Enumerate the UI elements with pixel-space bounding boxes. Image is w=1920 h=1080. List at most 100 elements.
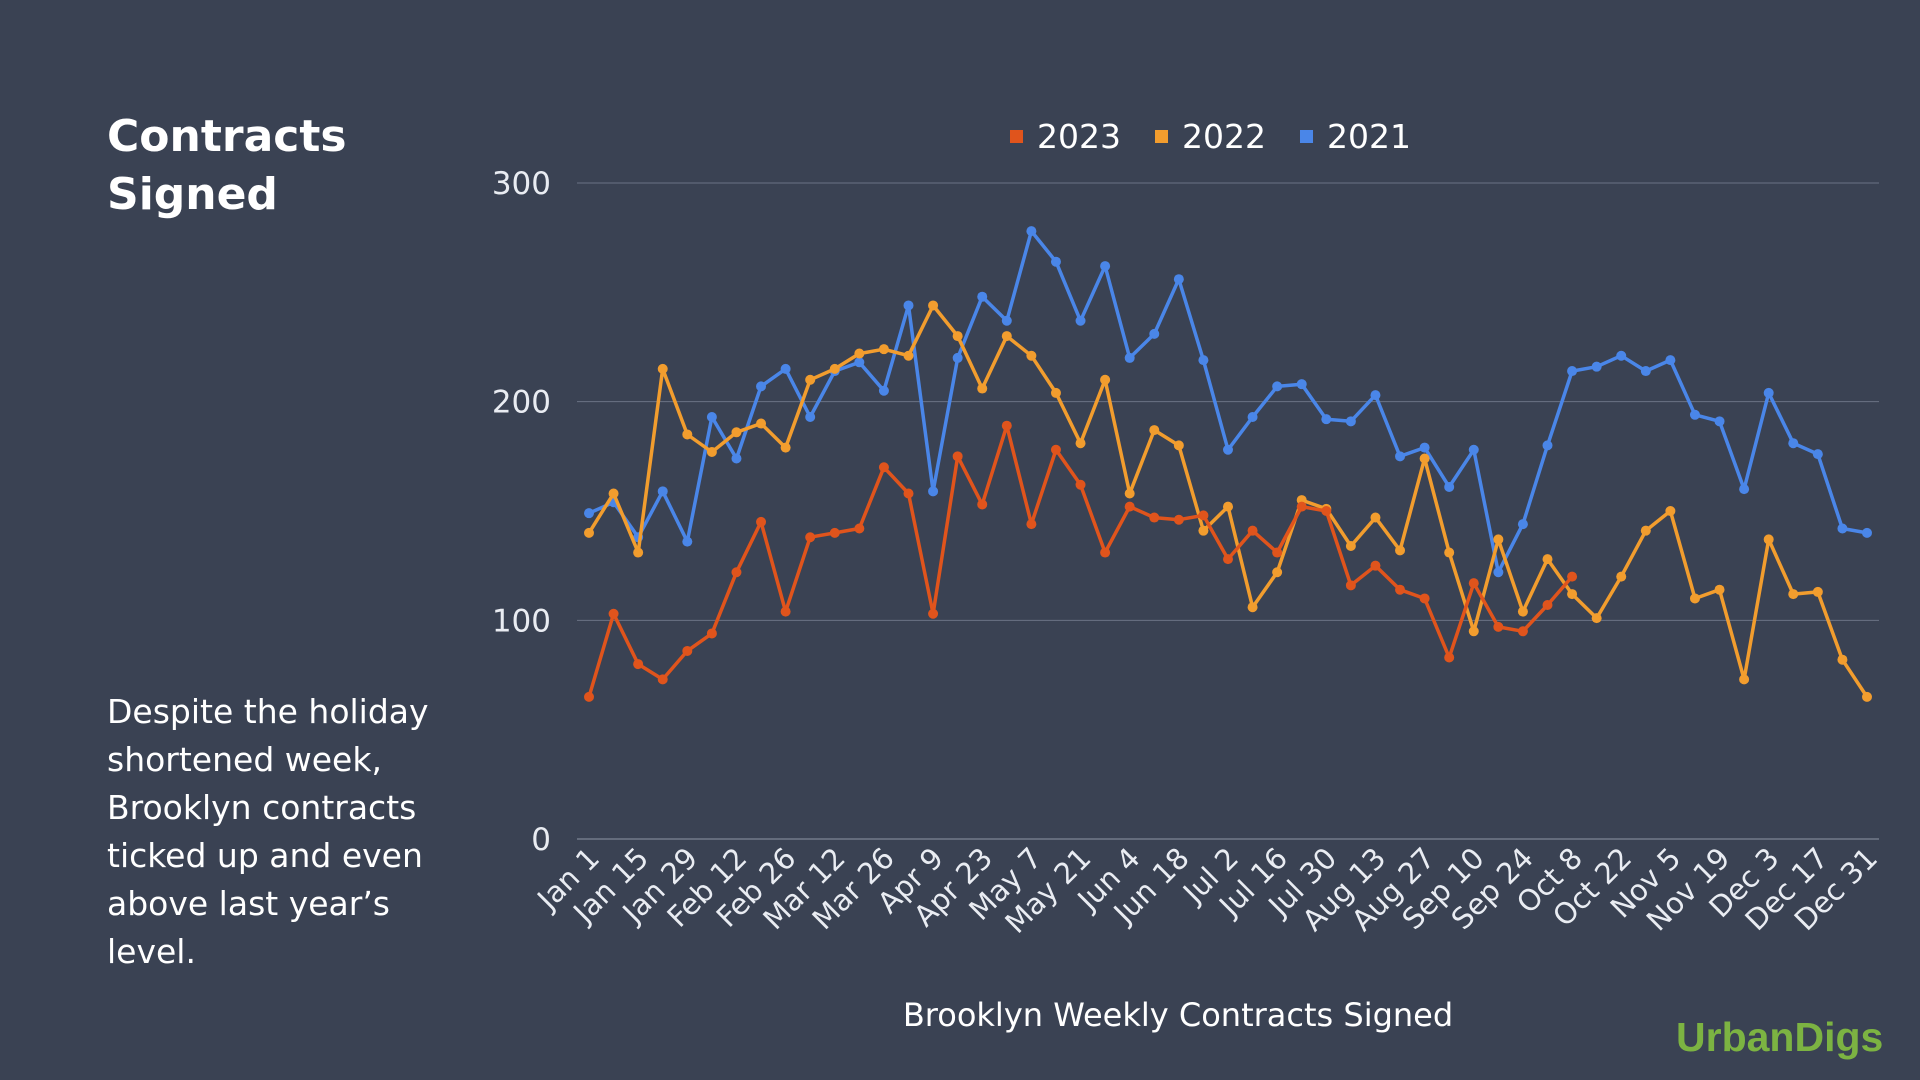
brand-logo: UrbanDigs — [1676, 1014, 1884, 1060]
data-point — [878, 462, 889, 473]
data-point — [706, 628, 717, 639]
data-point — [608, 608, 619, 619]
data-point — [1689, 409, 1700, 420]
data-point — [1395, 584, 1406, 595]
data-point — [731, 427, 742, 438]
data-point — [977, 291, 988, 302]
legend-label-2023: 2023 — [1037, 117, 1121, 156]
data-point — [1788, 589, 1799, 600]
data-point — [1198, 510, 1209, 521]
data-point — [977, 383, 988, 394]
data-point — [1616, 350, 1627, 361]
data-point — [682, 536, 693, 547]
data-point — [1714, 584, 1725, 595]
data-point — [1001, 331, 1012, 342]
legend-label-2022: 2022 — [1182, 117, 1266, 156]
data-point — [756, 418, 767, 429]
series-line-2023 — [587, 423, 1574, 698]
data-point — [1567, 571, 1578, 582]
description-text: Despite the holiday shortened week, Broo… — [107, 692, 429, 971]
data-point — [1444, 547, 1455, 558]
data-point — [1124, 488, 1135, 499]
data-point — [1100, 261, 1111, 272]
data-point — [1026, 226, 1037, 237]
data-point — [1517, 606, 1528, 617]
data-point — [854, 348, 865, 359]
page-title: Contracts Signed — [107, 108, 437, 224]
data-point — [1321, 506, 1332, 516]
data-point — [878, 385, 889, 396]
data-point — [1444, 652, 1455, 663]
data-point — [1173, 274, 1184, 285]
y-tick-label: 300 — [492, 166, 551, 202]
data-point — [1026, 519, 1037, 530]
data-point — [657, 363, 668, 374]
data-point — [1493, 621, 1504, 632]
data-point — [1321, 414, 1332, 425]
data-point — [1198, 525, 1209, 536]
title-line-1: Contracts — [107, 111, 347, 162]
data-point — [706, 446, 717, 457]
data-point — [928, 608, 939, 619]
data-point — [805, 532, 816, 543]
data-point — [1345, 580, 1356, 591]
data-point — [1173, 440, 1184, 451]
data-point — [1223, 554, 1233, 565]
data-point — [1001, 420, 1012, 431]
legend-swatch-2023 — [1010, 130, 1023, 143]
data-point — [756, 516, 767, 527]
data-point — [608, 488, 619, 499]
data-point — [829, 527, 840, 538]
data-point — [1247, 411, 1258, 422]
data-point — [1050, 444, 1061, 455]
data-point — [731, 567, 742, 578]
data-point — [1395, 451, 1406, 462]
data-point — [1665, 506, 1676, 516]
data-point — [952, 352, 963, 363]
data-point — [657, 486, 668, 497]
data-point — [1149, 512, 1160, 523]
data-point — [1075, 438, 1086, 449]
data-point — [1149, 328, 1160, 339]
data-point — [1468, 626, 1479, 637]
data-point — [1223, 444, 1233, 455]
data-point — [780, 606, 791, 617]
data-point — [1419, 442, 1430, 453]
title-line-2: Signed — [107, 169, 278, 220]
data-point — [878, 344, 889, 355]
data-point — [633, 659, 644, 670]
data-point — [682, 645, 693, 656]
data-point — [1788, 438, 1799, 449]
data-point — [1100, 547, 1111, 558]
data-point — [928, 486, 939, 497]
data-point — [1862, 527, 1872, 538]
data-point — [1739, 484, 1750, 495]
data-point — [657, 674, 668, 685]
data-point — [1739, 674, 1750, 685]
data-point — [1542, 440, 1553, 451]
data-point — [952, 331, 963, 342]
data-point — [1591, 361, 1602, 372]
data-point — [1640, 525, 1651, 536]
legend-swatch-2022 — [1155, 130, 1168, 143]
data-point — [1517, 626, 1528, 637]
series-2023 — [584, 420, 1578, 702]
data-point — [1050, 256, 1061, 267]
data-point — [805, 411, 816, 422]
data-point — [1272, 547, 1283, 558]
data-point — [780, 442, 791, 453]
data-point — [1419, 453, 1430, 464]
y-tick-label: 100 — [492, 603, 551, 639]
data-point — [1542, 554, 1553, 565]
data-point — [1567, 589, 1578, 600]
data-point — [1714, 416, 1725, 427]
data-point — [1124, 501, 1135, 512]
data-point — [805, 374, 816, 385]
data-point — [1665, 355, 1676, 366]
data-point — [1837, 654, 1848, 665]
grid-lines — [577, 182, 1879, 840]
data-point — [1542, 600, 1553, 611]
data-point — [1075, 479, 1086, 490]
data-point — [1026, 350, 1037, 361]
